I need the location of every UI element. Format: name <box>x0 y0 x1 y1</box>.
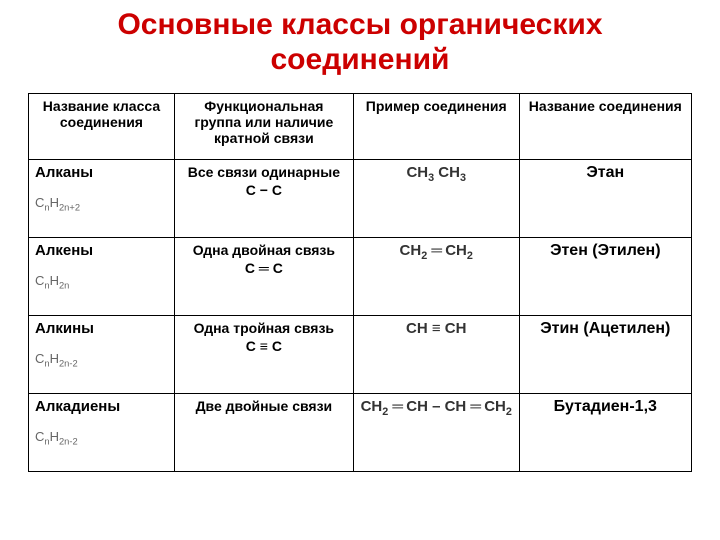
bond-notation: C ≡ C <box>181 338 347 354</box>
table-row: Алкены CnH2n Одна двойная связь C ═ C CH2 ═ … <box>29 238 692 316</box>
compound-name-cell: Бутадиен-1,3 <box>519 394 691 472</box>
functional-group-cell: Все связи одинарные C − C <box>174 160 353 238</box>
class-name: Алкины <box>35 320 168 337</box>
class-cell: Алкадиены CnH2n-2 <box>29 394 175 472</box>
page-title: Основные классы органических соединений <box>28 8 692 77</box>
functional-group-text: Одна тройная связь <box>181 320 347 336</box>
functional-group-cell: Две двойные связи <box>174 394 353 472</box>
functional-group-text: Одна двойная связь <box>181 242 347 258</box>
table-body: Алканы CnH2n+2 Все связи одинарные C − C CH3… <box>29 160 692 472</box>
example-cell: CH ≡ CH <box>353 316 519 394</box>
title-line-1: Основные классы органических <box>117 8 602 41</box>
compound-name-cell: Этан <box>519 160 691 238</box>
example-cell: CH2 ═ CH2 <box>353 238 519 316</box>
functional-group-text: Все связи одинарные <box>181 164 347 180</box>
general-formula: CnH2n <box>35 273 168 291</box>
example-cell: CH2 ═ CH – CH ═ CH2 <box>353 394 519 472</box>
general-formula: CnH2n+2 <box>35 195 168 213</box>
title-line-2: соединений <box>271 43 450 76</box>
th-class: Название класса соединения <box>29 94 175 160</box>
table-row: Алканы CnH2n+2 Все связи одинарные C − C CH3… <box>29 160 692 238</box>
table-row: Алкадиены CnH2n-2 Две двойные связи CH2 ═ C… <box>29 394 692 472</box>
th-func: Функциональная группа или наличие кратно… <box>174 94 353 160</box>
functional-group-cell: Одна тройная связь C ≡ C <box>174 316 353 394</box>
compound-name-cell: Этен (Этилен) <box>519 238 691 316</box>
th-name: Название соединения <box>519 94 691 160</box>
class-cell: Алкины CnH2n-2 <box>29 316 175 394</box>
general-formula: CnH2n-2 <box>35 429 168 447</box>
table-header-row: Название класса соединения Функциональна… <box>29 94 692 160</box>
classes-table: Название класса соединения Функциональна… <box>28 93 692 472</box>
th-example: Пример соединения <box>353 94 519 160</box>
compound-name-cell: Этин (Ацетилен) <box>519 316 691 394</box>
class-name: Алкадиены <box>35 398 168 415</box>
class-name: Алкены <box>35 242 168 259</box>
class-cell: Алкены CnH2n <box>29 238 175 316</box>
general-formula: CnH2n-2 <box>35 351 168 369</box>
class-cell: Алканы CnH2n+2 <box>29 160 175 238</box>
functional-group-cell: Одна двойная связь C ═ C <box>174 238 353 316</box>
functional-group-text: Две двойные связи <box>181 398 347 414</box>
table-row: Алкины CnH2n-2 Одна тройная связь C ≡ C CH ≡… <box>29 316 692 394</box>
class-name: Алканы <box>35 164 168 181</box>
bond-notation: C − C <box>181 182 347 198</box>
bond-notation: C ═ C <box>181 260 347 276</box>
page: Основные классы органических соединений … <box>0 0 720 540</box>
example-cell: CH3 CH3 <box>353 160 519 238</box>
